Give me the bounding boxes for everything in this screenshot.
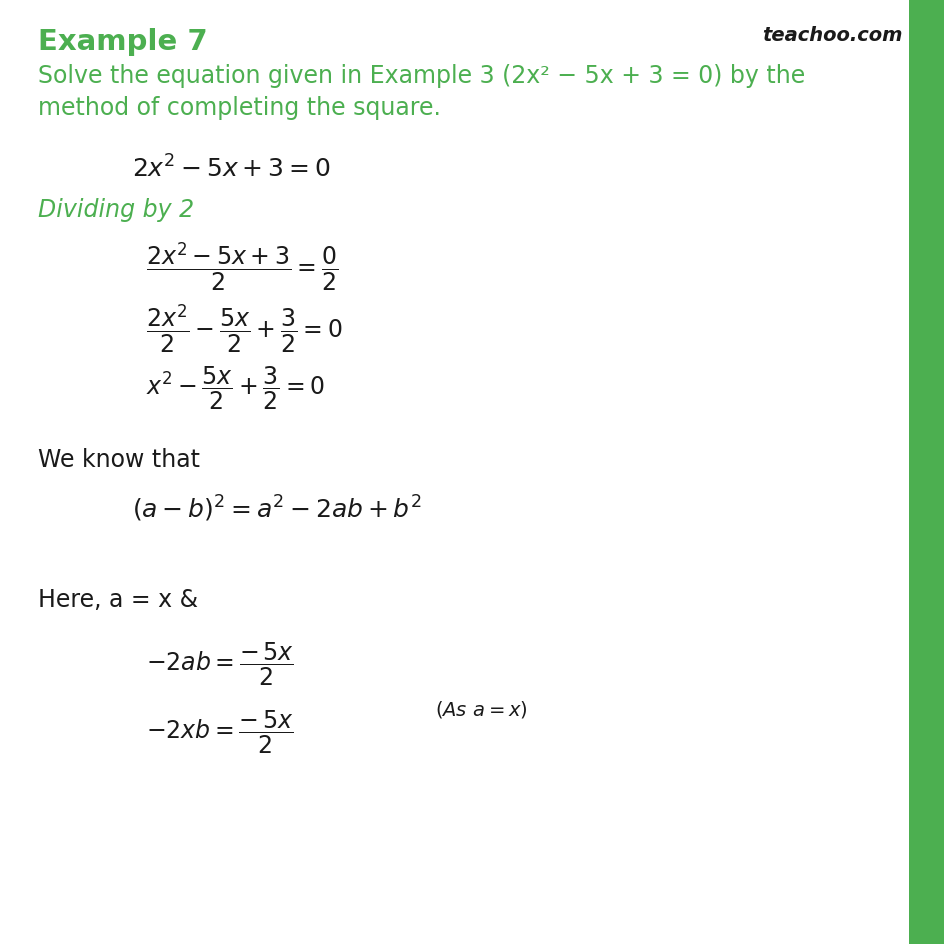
Text: We know that: We know that: [38, 447, 199, 471]
Text: $x^2 - \dfrac{5x}{2} + \dfrac{3}{2} = 0$: $x^2 - \dfrac{5x}{2} + \dfrac{3}{2} = 0$: [146, 364, 326, 412]
Bar: [908, 0, 944, 944]
Text: Here, a = x &: Here, a = x &: [38, 587, 197, 611]
Text: $\dfrac{2x^2}{2} - \dfrac{5x}{2} + \dfrac{3}{2} = 0$: $\dfrac{2x^2}{2} - \dfrac{5x}{2} + \dfra…: [146, 302, 343, 355]
Text: $(a - b)^2 = a^2 - 2ab + b^2$: $(a - b)^2 = a^2 - 2ab + b^2$: [132, 494, 422, 524]
Text: Example 7: Example 7: [38, 28, 208, 57]
Text: $\dfrac{2x^2 - 5x + 3}{2} = \dfrac{0}{2}$: $\dfrac{2x^2 - 5x + 3}{2} = \dfrac{0}{2}…: [146, 240, 339, 293]
Text: $2x^2 - 5x + 3 = 0$: $2x^2 - 5x + 3 = 0$: [132, 155, 330, 182]
Text: method of completing the square.: method of completing the square.: [38, 96, 440, 120]
Text: $- 2ab = \dfrac{-\,5x}{2}$: $- 2ab = \dfrac{-\,5x}{2}$: [146, 640, 295, 687]
Text: Dividing by 2: Dividing by 2: [38, 198, 194, 222]
Text: Solve the equation given in Example 3 (2x² − 5x + 3 = 0) by the: Solve the equation given in Example 3 (2…: [38, 64, 804, 88]
Text: teachoo.com: teachoo.com: [761, 26, 902, 45]
Text: $- 2xb = \dfrac{-\,5x}{2}$: $- 2xb = \dfrac{-\,5x}{2}$: [146, 708, 294, 755]
Text: $(As\ a = x)$: $(As\ a = x)$: [434, 699, 527, 719]
